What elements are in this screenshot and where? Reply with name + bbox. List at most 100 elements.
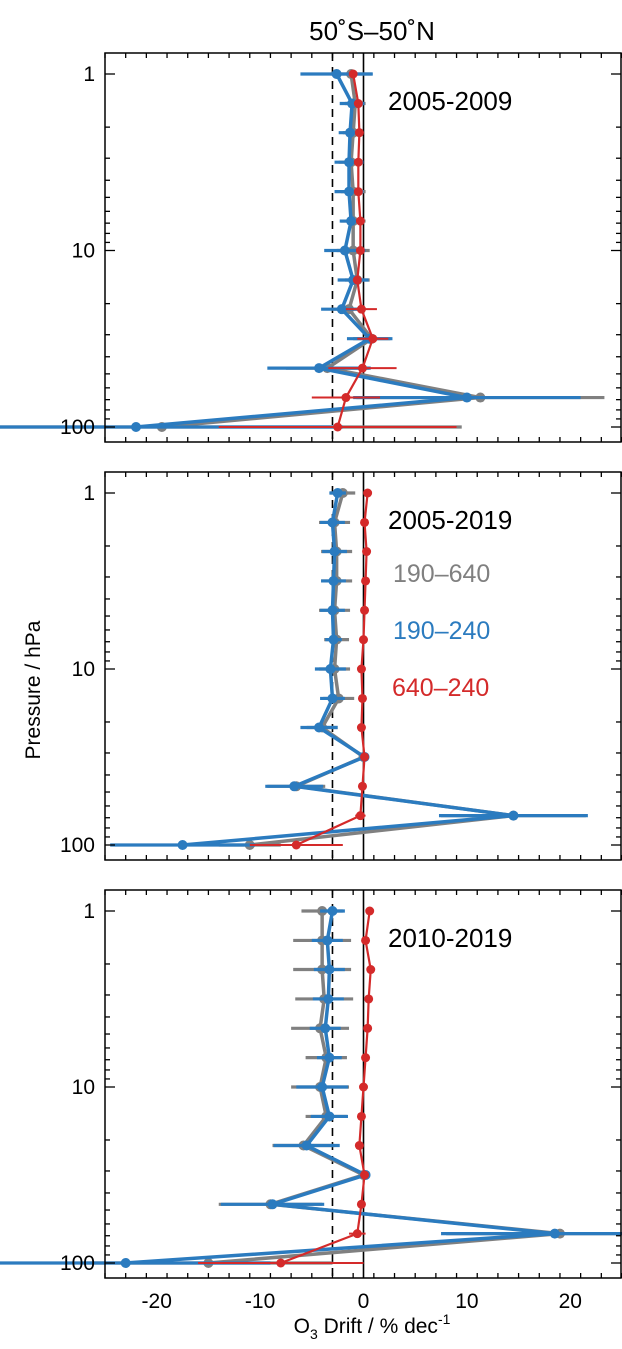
data-point <box>361 935 371 945</box>
x-tick-label: 20 <box>559 1290 582 1313</box>
data-point <box>327 906 338 916</box>
data-point <box>361 1053 371 1063</box>
data-point <box>353 157 363 167</box>
data-point <box>356 1199 366 1209</box>
data-point <box>360 1170 370 1180</box>
plot-frame <box>104 471 622 861</box>
data-point <box>329 546 340 557</box>
legend-entry: 190–240 <box>393 617 490 645</box>
y-tick-label: 10 <box>72 658 95 681</box>
data-point <box>267 1199 278 1210</box>
data-point <box>360 517 370 527</box>
data-point <box>360 752 370 762</box>
x-tick-label: -20 <box>142 1290 172 1313</box>
data-point <box>356 1111 366 1121</box>
data-point <box>323 993 334 1004</box>
data-point <box>356 723 366 733</box>
data-point <box>549 1228 560 1239</box>
y-tick-label: 100 <box>60 416 95 439</box>
data-point <box>322 935 333 946</box>
x-tick-label: 10 <box>455 1290 478 1313</box>
data-point <box>332 488 343 498</box>
panel-label: 2010-2019 <box>388 923 512 953</box>
x-label-superscript: -1 <box>438 1311 451 1327</box>
data-point <box>345 127 356 138</box>
data-point <box>348 69 358 79</box>
data-point <box>364 994 374 1004</box>
data-point <box>356 304 366 314</box>
legend-entry: 640–240 <box>392 674 489 702</box>
series-640–240 <box>198 906 376 1268</box>
panel-2: 1 10 100 2005-2019 190–640 190–240 640–240 <box>60 471 622 861</box>
data-point <box>362 547 372 557</box>
data-point <box>327 517 338 528</box>
panel-1: 1 10 100 2005-2009 <box>0 52 622 443</box>
data-point <box>324 1052 335 1063</box>
series-190–640 <box>218 488 586 850</box>
data-point <box>320 1023 331 1034</box>
x-label-prefix: O <box>294 1315 310 1338</box>
y-tick-label: 1 <box>83 482 95 505</box>
data-point <box>327 693 338 704</box>
series-line <box>161 73 483 429</box>
data-point <box>344 157 355 168</box>
data-point <box>314 722 325 733</box>
figure-title: 50˚S–50˚N <box>309 16 435 46</box>
data-point <box>361 576 371 586</box>
data-point <box>344 186 355 197</box>
y-tick-label: 100 <box>60 834 95 857</box>
data-point <box>357 781 367 791</box>
legend-entry: 190–640 <box>393 560 490 588</box>
x-tick-label: -10 <box>245 1290 275 1313</box>
data-point <box>363 1023 373 1033</box>
series-line <box>208 911 562 1265</box>
data-point <box>276 1258 286 1268</box>
series-line <box>249 492 516 847</box>
data-point <box>355 246 365 255</box>
data-point <box>508 810 519 821</box>
data-point <box>353 99 363 109</box>
x-label-main: Drift / % dec <box>318 1315 438 1338</box>
y-tick-label: 10 <box>72 1076 95 1099</box>
data-point <box>355 811 365 821</box>
data-point <box>327 605 338 616</box>
y-tick-label: 1 <box>83 63 95 86</box>
panel-label: 2005-2019 <box>388 505 512 535</box>
plot-frame <box>104 889 622 1279</box>
data-point <box>368 334 378 344</box>
data-point <box>354 1141 364 1151</box>
y-tick-label: 10 <box>72 240 95 263</box>
data-point <box>336 304 347 315</box>
series-line <box>135 73 469 429</box>
y-axis-label: Pressure / hPa <box>22 620 45 759</box>
data-point <box>289 781 300 792</box>
data-point <box>120 1258 131 1268</box>
data-point <box>360 605 370 615</box>
panel-3: 1 10 100 -20 -10 0 10 20 2010-2019 <box>0 889 622 1313</box>
data-point <box>328 634 339 645</box>
data-point <box>353 187 363 197</box>
data-point <box>363 488 373 498</box>
data-point <box>324 964 335 975</box>
data-point <box>131 422 142 432</box>
data-point <box>331 69 342 79</box>
data-point <box>328 575 339 586</box>
x-tick-label: 0 <box>358 1290 370 1313</box>
series-640–240 <box>249 488 373 850</box>
data-point <box>324 1111 335 1122</box>
data-point <box>317 1082 328 1092</box>
data-point <box>359 1082 368 1092</box>
data-point <box>352 275 362 285</box>
data-point <box>291 840 301 850</box>
series-190–240 <box>110 488 588 850</box>
data-point <box>359 635 368 645</box>
data-point <box>354 128 364 138</box>
data-point <box>357 363 367 373</box>
data-point <box>333 422 343 432</box>
data-point <box>314 363 325 374</box>
panels: 1101002005-20091101002005-2019190–640190… <box>0 52 622 1313</box>
data-point <box>461 392 472 403</box>
x-axis-label: O3 Drift / % dec-1 <box>294 1311 451 1342</box>
data-point <box>339 245 350 256</box>
